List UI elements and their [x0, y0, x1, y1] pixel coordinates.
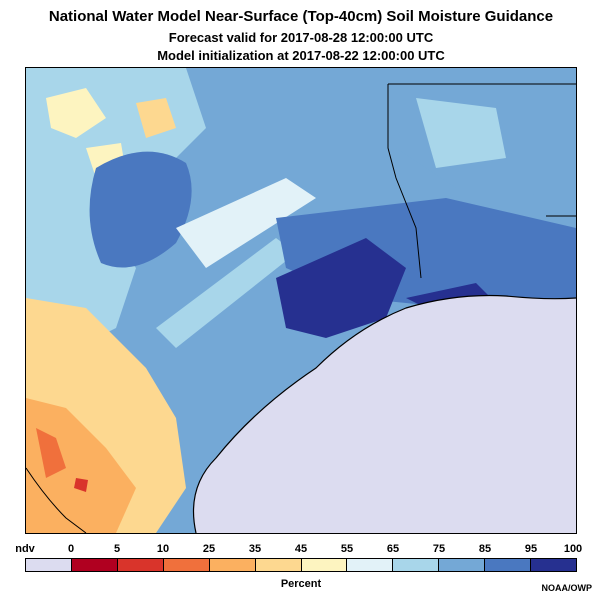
colorbar-swatch: [163, 559, 210, 571]
colorbar-tick: 85: [478, 543, 492, 555]
colorbar-swatch: [255, 559, 302, 571]
wettest-houston: [276, 238, 406, 338]
colorbar-tick: 65: [386, 543, 400, 555]
credit-text: NOAA/OWP: [541, 583, 593, 593]
colorbar-swatch: [393, 559, 440, 571]
model-init-line: Model initialization at 2017-08-22 12:00…: [157, 48, 445, 63]
colorbar-tick: 55: [340, 543, 354, 555]
colorbar-swatch: [485, 559, 532, 571]
colorbar-tick: 10: [156, 543, 170, 555]
colorbar-swatch: [347, 559, 394, 571]
coastline: [192, 294, 576, 533]
colorbar-tick: 0: [67, 543, 75, 555]
wet-lobe-west: [89, 151, 192, 268]
light-region-ne: [416, 98, 506, 168]
colorbar-tick: ndv: [15, 543, 35, 555]
dry-patch-north-2: [136, 98, 176, 138]
dry-region-sw-red: [36, 428, 66, 478]
colorbar-tick: 45: [294, 543, 308, 555]
colorbar-tick: 100: [563, 543, 583, 555]
state-border-tx-la: [387, 84, 422, 279]
colorbar-tick: 25: [202, 543, 216, 555]
colorbar-label: Percent: [280, 578, 322, 590]
colorbar-tick: 95: [524, 543, 538, 555]
dry-patch-north-1: [46, 88, 106, 138]
dry-speck-red: [74, 478, 88, 492]
colorbar-tick: 75: [432, 543, 446, 555]
map-canvas: [26, 68, 576, 533]
colorbar-swatch: [71, 559, 118, 571]
forecast-valid-line: Forecast valid for 2017-08-28 12:00:00 U…: [168, 30, 434, 45]
map-title: National Water Model Near-Surface (Top-4…: [48, 8, 554, 25]
soil-moisture-map: [25, 67, 577, 534]
colorbar-swatch: [531, 559, 577, 571]
pale-band: [176, 178, 316, 268]
pale-band-2: [156, 238, 296, 348]
colorbar-tick: 35: [248, 543, 262, 555]
colorbar: [25, 558, 577, 572]
colorbar-tick: 5: [113, 543, 121, 555]
colorbar-swatch: [209, 559, 256, 571]
colorbar-swatch: [301, 559, 348, 571]
dry-region-sw-orange: [26, 398, 136, 533]
colorbar-swatch: [439, 559, 486, 571]
rio-grande-border: [26, 467, 87, 533]
gulf-of-mexico: [193, 295, 576, 533]
colorbar-swatch: [26, 559, 72, 571]
colorbar-swatch: [117, 559, 164, 571]
